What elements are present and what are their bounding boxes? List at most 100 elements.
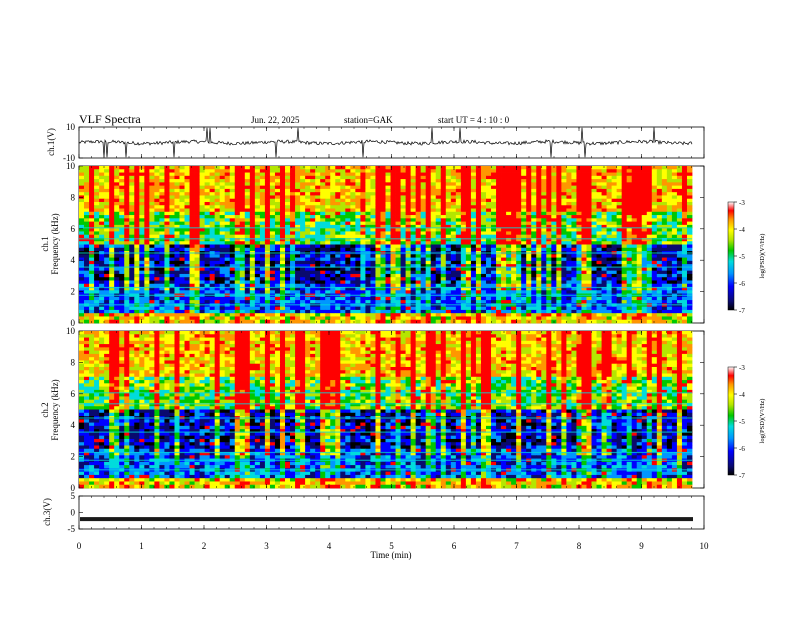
spectrogram-cell (426, 258, 431, 262)
spectrogram-cell (416, 274, 421, 278)
spectrogram-cell (185, 195, 190, 199)
spectrogram-cell (89, 261, 94, 265)
spectrogram-cell (305, 195, 310, 199)
spectrogram-cell (240, 192, 245, 196)
spectrogram-cell (396, 176, 401, 180)
spectrogram-cell (687, 218, 692, 222)
spectrogram-cell (215, 290, 220, 294)
spectrogram-cell (305, 212, 310, 216)
spectrogram-cell (215, 209, 220, 213)
spectrogram-cell (556, 195, 561, 199)
spectrogram-cell (295, 202, 300, 206)
spectrogram-cell (612, 176, 617, 180)
spectrogram-cell (380, 248, 385, 252)
spectrogram-cell (114, 231, 119, 235)
spectrogram-cell (210, 169, 215, 173)
spectrogram-cell (94, 169, 99, 173)
spectrogram-cell (622, 192, 627, 196)
spectrogram-cell (84, 271, 89, 275)
spectrogram-cell (320, 222, 325, 226)
spectrogram-cell (662, 199, 667, 203)
spectrogram-cell (491, 274, 496, 278)
spectrogram-cell (190, 297, 195, 301)
spectrogram-cell (360, 297, 365, 301)
spectrogram-cell (220, 222, 225, 226)
spectrogram-cell (365, 280, 370, 284)
spectrogram-cell (421, 254, 426, 258)
spectrogram-cell (506, 169, 511, 173)
spectrogram-cell (556, 235, 561, 239)
spectrogram-cell (275, 290, 280, 294)
spectrogram-cell (597, 166, 602, 170)
spectrogram-cell (607, 205, 612, 209)
spectrogram-cell (416, 258, 421, 262)
spectrogram-cell (481, 254, 486, 258)
spectrogram-cell (667, 271, 672, 275)
spectrogram-cell (662, 254, 667, 258)
spectrogram-cell (355, 235, 360, 239)
spectrogram-cell (285, 166, 290, 170)
spectrogram-cell (411, 274, 416, 278)
spectrogram-cell (179, 209, 184, 213)
spectrogram-cell (255, 245, 260, 249)
spectrogram-cell (124, 248, 129, 252)
spectrogram-cell (511, 209, 516, 213)
spectrogram-cell (662, 189, 667, 193)
spectrogram-cell (84, 274, 89, 278)
spectrogram-cell (586, 218, 591, 222)
spectrogram-cell (642, 179, 647, 183)
spectrogram-cell (290, 280, 295, 284)
spectrogram-cell (647, 228, 652, 232)
spectrogram-cell (431, 235, 436, 239)
spectrogram-cell (275, 195, 280, 199)
spectrogram-cell (370, 169, 375, 173)
spectrogram-cell (134, 280, 139, 284)
spectrogram-cell (501, 179, 506, 183)
spectrogram-cell (396, 218, 401, 222)
spectrogram-cell (89, 297, 94, 301)
spectrogram-cell (421, 199, 426, 203)
spectrogram-cell (386, 202, 391, 206)
spectrogram-cell (315, 209, 320, 213)
spectrogram-cell (602, 173, 607, 177)
spectrogram-cell (300, 261, 305, 265)
spectrogram-cell (144, 176, 149, 180)
spectrogram-cell (139, 231, 144, 235)
spectrogram-cell (396, 222, 401, 226)
spectrogram-cell (607, 179, 612, 183)
spectrogram-cell (235, 280, 240, 284)
spectrogram-cell (325, 231, 330, 235)
spectrogram-cell (476, 284, 481, 288)
spectrogram-cell (476, 176, 481, 180)
spectrogram-cell (516, 189, 521, 193)
spectrogram-cell (476, 241, 481, 245)
spectrogram-cell (647, 267, 652, 271)
spectrogram-cell (521, 258, 526, 262)
spectrogram-cell (345, 222, 350, 226)
spectrogram-cell (225, 192, 230, 196)
spectrogram-cell (89, 195, 94, 199)
spectrogram-cell (471, 195, 476, 199)
spectrogram-cell (421, 176, 426, 180)
spectrogram-cell (682, 284, 687, 288)
spectrogram-cell (159, 209, 164, 213)
spectrogram-cell (581, 284, 586, 288)
spectrogram-cell (541, 218, 546, 222)
spectrogram-cell (149, 202, 154, 206)
spectrogram-cell (451, 274, 456, 278)
spectrogram-cell (386, 297, 391, 301)
spectrogram-cell (687, 209, 692, 213)
spectrogram-cell (647, 274, 652, 278)
spectrogram-cell (109, 280, 114, 284)
spectrogram-cell (461, 173, 466, 177)
spectrogram-cell (149, 189, 154, 193)
spectrogram-cell (375, 258, 380, 262)
spectrogram-cell (421, 284, 426, 288)
spectrogram-cell (134, 248, 139, 252)
spectrogram-cell (386, 274, 391, 278)
spectrogram-cell (401, 228, 406, 232)
spectrogram-cell (300, 290, 305, 294)
spectrogram-cell (451, 212, 456, 216)
spectrogram-cell (541, 248, 546, 252)
spectrogram-cell (205, 261, 210, 265)
